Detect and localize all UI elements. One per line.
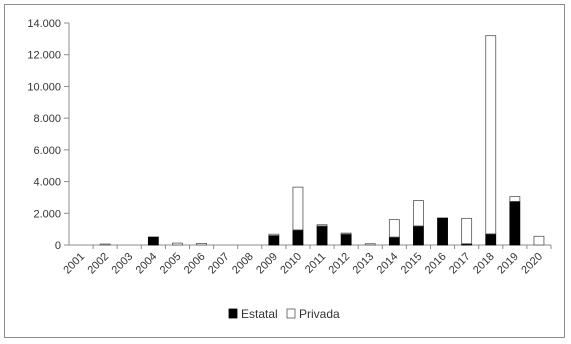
bar-estatal-2014	[388, 236, 400, 246]
chart-frame	[4, 4, 565, 338]
x-tick-label: 2001	[61, 251, 87, 277]
x-tick-label: 2008	[230, 251, 256, 277]
x-tick-label: 2012	[326, 251, 352, 277]
x-tick-label: 2020	[519, 251, 545, 277]
x-tick-label: 2014	[375, 251, 401, 277]
bar-privada-2010	[292, 186, 304, 231]
x-tick-label: 2016	[423, 251, 449, 277]
x-tick-label: 2006	[182, 251, 208, 277]
bar-estatal-2012	[340, 233, 352, 246]
bar-privada-2012	[340, 232, 352, 235]
bar-privada-2005	[172, 242, 183, 246]
x-tick-label: 2009	[254, 251, 280, 277]
x-tick-label: 2003	[110, 251, 136, 277]
bar-estatal-2011	[316, 225, 328, 246]
x-tick-label: 2002	[85, 251, 111, 277]
y-tick-label: 2.000	[33, 208, 61, 220]
y-tick-label: 10.000	[27, 81, 61, 93]
x-tick-label: 2007	[206, 251, 232, 277]
bar-privada-2009	[268, 233, 280, 236]
x-tick-label: 2010	[278, 251, 304, 277]
bar-privada-2002	[99, 243, 111, 246]
y-tick-label: 0	[55, 240, 61, 252]
bar-estatal-2018	[485, 233, 497, 246]
x-tick-label: 2004	[134, 251, 160, 277]
x-tick-label: 2017	[447, 251, 473, 277]
bar-estatal-2009	[268, 235, 280, 246]
x-tick-label: 2011	[303, 251, 328, 276]
bar-estatal-2019	[509, 200, 521, 246]
legend-swatch-estatal	[228, 308, 238, 319]
bar-estatal-2015	[413, 225, 424, 246]
legend-label-privada: Privada	[299, 307, 340, 321]
y-tick-label: 14.000	[27, 18, 61, 30]
bar-estatal-2016	[437, 217, 448, 246]
bar-privada-2013	[364, 243, 376, 246]
y-tick-label: 8.000	[33, 113, 61, 125]
x-tick-label: 2005	[158, 251, 184, 277]
x-tick-label: 2018	[471, 251, 497, 277]
legend-label-estatal: Estatal	[241, 307, 278, 321]
bar-estatal-2004	[147, 236, 159, 246]
bar-privada-2014	[388, 219, 400, 238]
bar-privada-2017	[461, 217, 473, 245]
x-tick-label: 2013	[351, 251, 377, 277]
bar-privada-2015	[413, 200, 424, 227]
bar-privada-2006	[196, 243, 207, 246]
y-tick-label: 4.000	[33, 177, 61, 189]
legend-swatch-privada	[286, 308, 296, 319]
x-tick-label: 2019	[495, 251, 521, 277]
bar-privada-2019	[509, 196, 521, 202]
bar-privada-2020	[533, 235, 545, 246]
y-tick-label: 6.000	[33, 145, 61, 157]
bar-privada-2018	[485, 35, 497, 235]
bar-estatal-2010	[292, 229, 304, 246]
x-tick-label: 2015	[399, 251, 425, 277]
bar-privada-2011	[316, 224, 328, 227]
y-tick-label: 12.000	[27, 50, 61, 62]
